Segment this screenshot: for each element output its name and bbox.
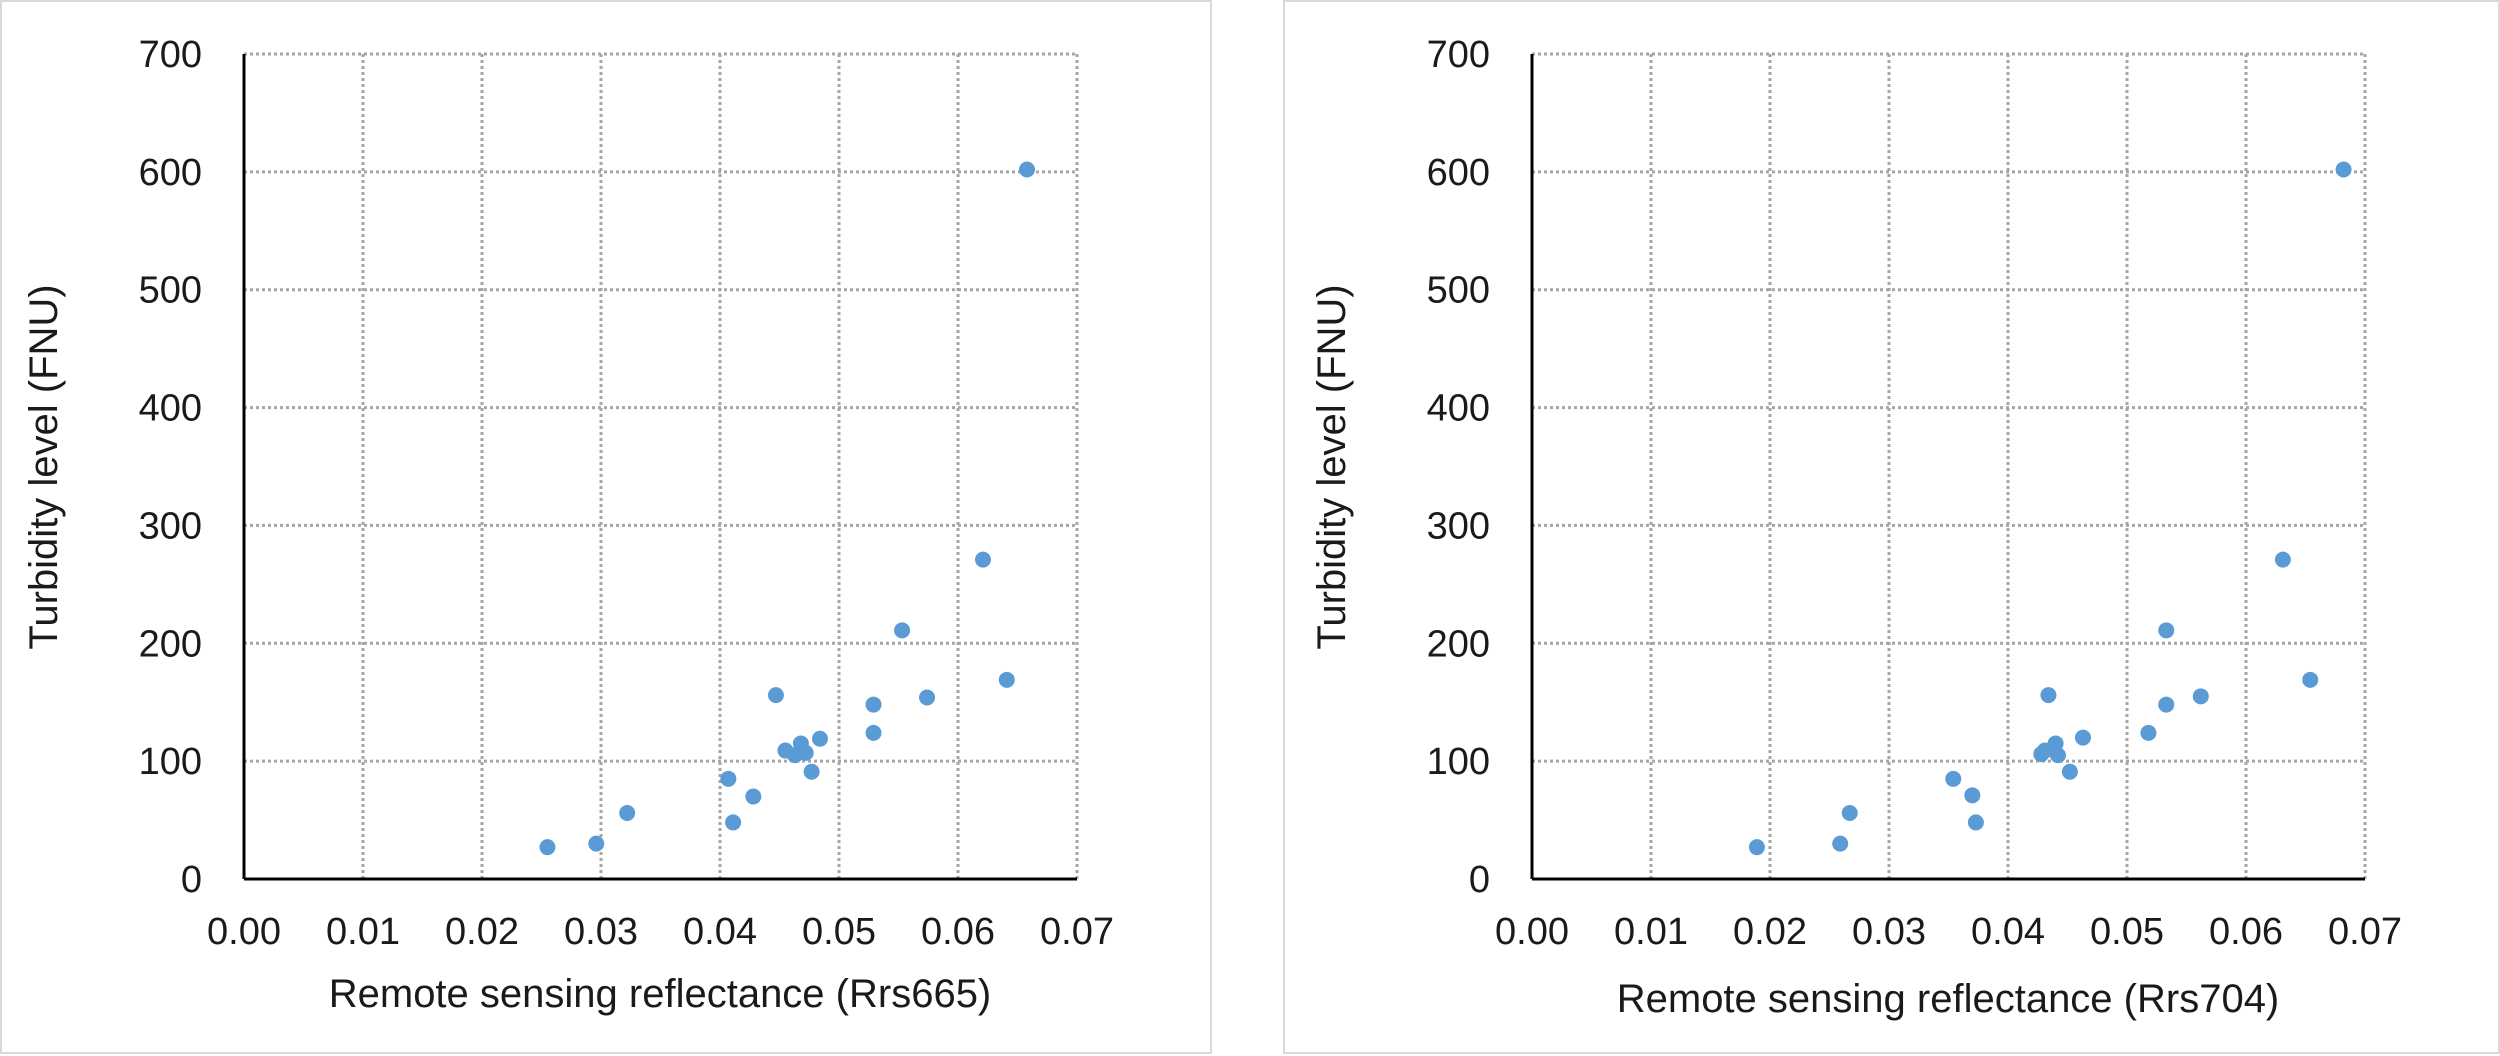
y-tick-label: 600 [139,152,202,194]
data-point [2158,622,2175,639]
y-tick-label: 0 [181,859,202,901]
data-point [2040,687,2057,704]
chart-panel-rrs665: 0.00 0.01 0.02 0.03 0.04 0.05 0.06 0.07 0 100 200 3… [0,0,1212,1054]
x-tick-label: 0.04 [1971,911,2045,953]
y-tick-label: 400 [1427,388,1490,430]
x-tick-label: 0.01 [326,911,400,953]
data-point [1964,787,1981,804]
y-tick-label: 500 [1427,270,1490,312]
y-tick-label: 200 [139,623,202,665]
data-point [2049,747,2066,764]
y-tick-label: 300 [139,505,202,547]
data-point [2140,724,2157,741]
y-axis-title: Turbidity level (FNU) [1310,284,1354,649]
data-point [2335,161,2352,178]
x-tick-label: 0.02 [445,911,519,953]
x-tick-label: 0.00 [1495,911,1569,953]
x-tick-label: 0.07 [2328,911,2402,953]
x-tick-label: 0.03 [1852,911,1926,953]
data-point [865,724,882,741]
gridlines [244,52,1079,879]
y-tick-label: 100 [139,741,202,783]
data-point [998,671,1015,688]
data-point [619,805,636,821]
x-tick-label: 0.05 [2090,911,2164,953]
data-point [1832,835,1849,852]
y-tick-label: 200 [1427,623,1490,665]
data-points [1748,161,2352,856]
x-tick-label: 0.07 [1040,911,1114,953]
data-point [974,551,991,568]
data-point [588,835,605,852]
data-point [894,622,911,639]
y-tick-label: 700 [1427,34,1490,76]
y-tick-label: 400 [139,388,202,430]
x-tick-label: 0.06 [2209,911,2283,953]
x-tick-label: 0.05 [802,911,876,953]
y-tick-label: 0 [1469,859,1490,901]
data-point [865,696,882,713]
data-point [919,689,936,706]
data-point [745,788,762,805]
x-axis-title: Remote sensing reflectance (Rrs704) [1617,977,2280,1021]
x-tick-label: 0.01 [1614,911,1688,953]
data-points [539,161,1036,856]
data-point [725,814,742,831]
x-tick-label: 0.02 [1733,911,1807,953]
data-point [2274,551,2291,568]
data-point [539,839,556,856]
data-point [2061,763,2078,780]
y-tick-label: 600 [1427,152,1490,194]
data-point [1945,770,1962,787]
data-point [720,770,737,787]
x-tick-label: 0.06 [921,911,995,953]
x-tick-label: 0.03 [564,911,638,953]
data-point [797,744,814,761]
y-tick-label: 100 [1427,741,1490,783]
data-point [1967,814,1984,831]
data-point [767,687,784,704]
y-axis-title: Turbidity level (FNU) [22,284,66,649]
data-point [1748,839,1765,856]
data-point [2158,696,2175,713]
data-point [2074,729,2091,746]
data-point [2192,688,2209,705]
x-axis-title: Remote sensing reflectance (Rrs665) [329,972,992,1016]
y-tick-label: 300 [1427,505,1490,547]
y-tick-label: 500 [139,270,202,312]
y-tick-label: 700 [139,34,202,76]
scatter-chart-rrs665: 0.00 0.01 0.02 0.03 0.04 0.05 0.06 0.07 0 100 200 3… [22,34,1114,1016]
gridlines [1532,52,2367,879]
chart-panel-rrs704: 0.00 0.01 0.02 0.03 0.04 0.05 0.06 0.07 0 100 200 3… [1283,0,2500,1054]
data-point [1019,161,1036,178]
x-tick-label: 0.00 [207,911,281,953]
x-tick-label: 0.04 [683,911,757,953]
data-point [803,763,820,780]
data-point [1841,805,1858,821]
data-point [811,730,828,747]
data-point [2302,671,2319,688]
scatter-chart-rrs704: 0.00 0.01 0.02 0.03 0.04 0.05 0.06 0.07 0 100 200 3… [1310,34,2402,1021]
